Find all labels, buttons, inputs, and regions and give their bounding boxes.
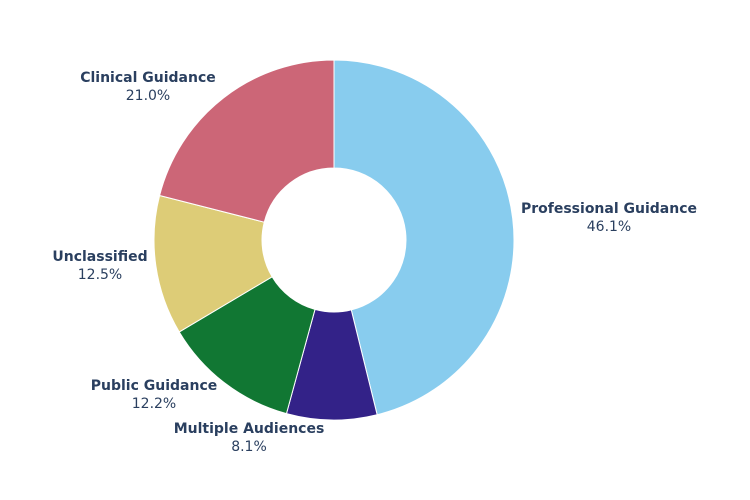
label-name-clinical-guidance: Clinical Guidance — [80, 70, 216, 86]
label-name-public-guidance: Public Guidance — [91, 378, 218, 394]
slices-group — [153, 59, 515, 421]
slice-professional-guidance[interactable] — [333, 59, 515, 416]
slice-public-guidance[interactable] — [178, 276, 316, 415]
label-name-multiple-audiences: Multiple Audiences — [174, 421, 325, 437]
label-pct-public-guidance: 12.2% — [132, 396, 176, 412]
label-pct-clinical-guidance: 21.0% — [126, 88, 170, 104]
label-pct-multiple-audiences: 8.1% — [231, 439, 267, 455]
label-pct-unclassified: 12.5% — [78, 267, 122, 283]
label-name-professional-guidance: Professional Guidance — [521, 201, 697, 217]
slice-clinical-guidance[interactable] — [158, 59, 335, 223]
label-pct-professional-guidance: 46.1% — [587, 219, 631, 235]
labels-group: Professional Guidance 46.1% Multiple Audie… — [52, 70, 697, 455]
label-name-unclassified: Unclassified — [52, 249, 147, 265]
